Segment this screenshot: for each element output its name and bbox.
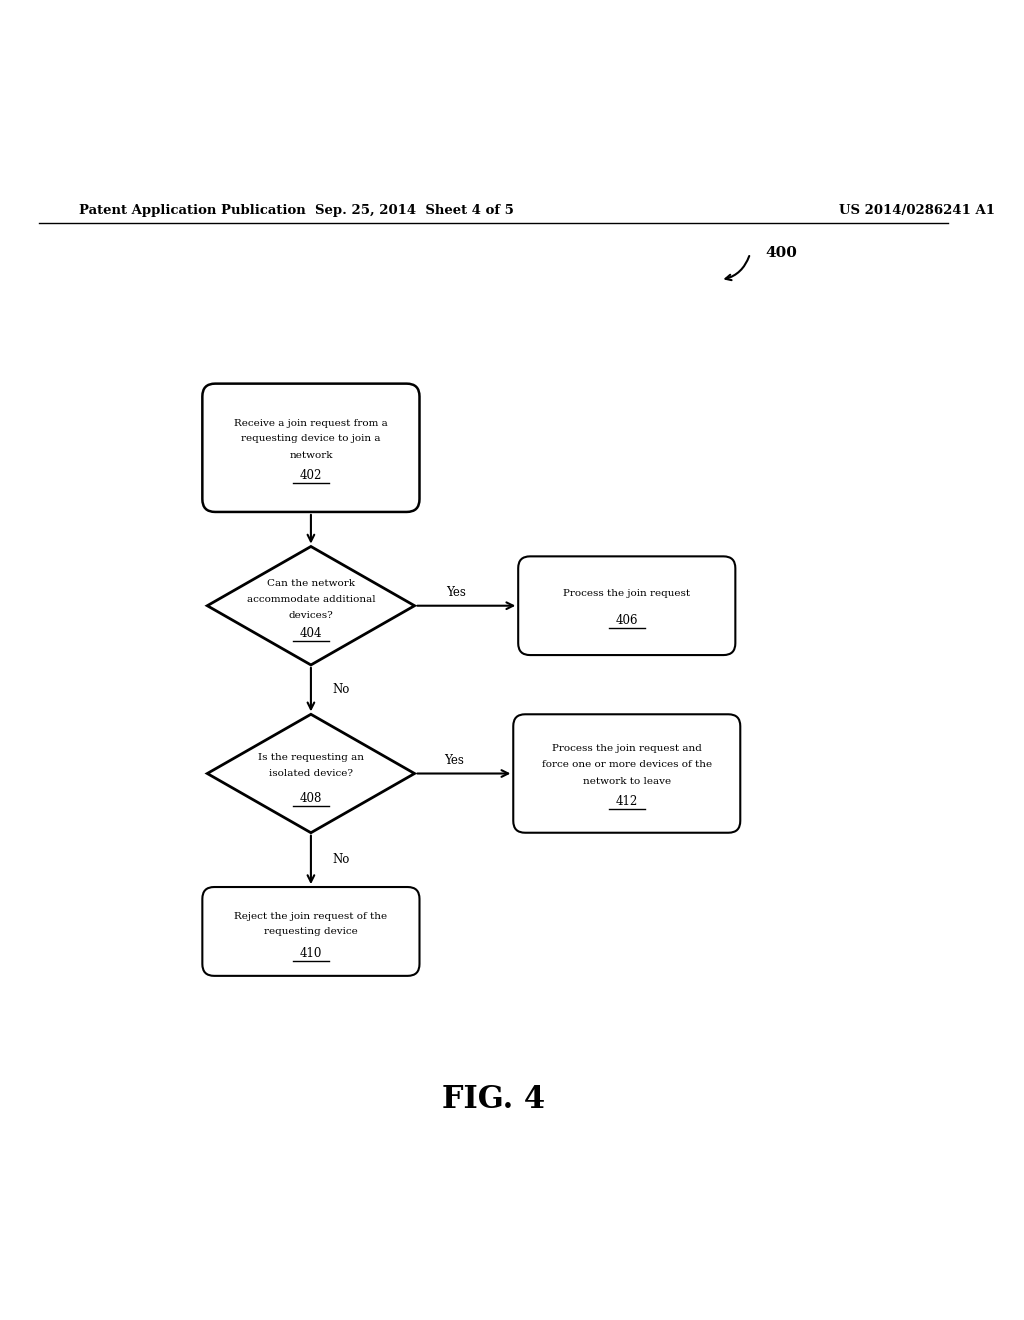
- Text: 402: 402: [300, 469, 323, 482]
- Text: No: No: [333, 853, 350, 866]
- FancyBboxPatch shape: [518, 556, 735, 655]
- Text: requesting device to join a: requesting device to join a: [242, 434, 381, 444]
- Text: No: No: [333, 684, 350, 696]
- Text: isolated device?: isolated device?: [269, 770, 353, 777]
- Text: devices?: devices?: [289, 611, 333, 620]
- Text: FIG. 4: FIG. 4: [442, 1084, 545, 1114]
- Text: Yes: Yes: [444, 754, 464, 767]
- Text: Process the join request and: Process the join request and: [552, 744, 701, 754]
- FancyBboxPatch shape: [513, 714, 740, 833]
- Text: Can the network: Can the network: [267, 579, 355, 589]
- Text: network to leave: network to leave: [583, 777, 671, 785]
- Text: Patent Application Publication: Patent Application Publication: [79, 205, 306, 218]
- Text: Is the requesting an: Is the requesting an: [258, 754, 364, 762]
- Text: network: network: [289, 451, 333, 461]
- Text: requesting device: requesting device: [264, 927, 357, 936]
- Text: 410: 410: [300, 946, 323, 960]
- Text: US 2014/0286241 A1: US 2014/0286241 A1: [839, 205, 995, 218]
- Text: 406: 406: [615, 614, 638, 627]
- Text: Sep. 25, 2014  Sheet 4 of 5: Sep. 25, 2014 Sheet 4 of 5: [315, 205, 514, 218]
- FancyBboxPatch shape: [203, 384, 420, 512]
- FancyBboxPatch shape: [203, 887, 420, 975]
- Text: 400: 400: [765, 247, 797, 260]
- Text: force one or more devices of the: force one or more devices of the: [542, 760, 712, 770]
- Text: 412: 412: [615, 795, 638, 808]
- Polygon shape: [207, 714, 415, 833]
- Text: 408: 408: [300, 792, 323, 805]
- Text: Yes: Yes: [446, 586, 467, 599]
- Text: 404: 404: [300, 627, 323, 640]
- Text: Process the join request: Process the join request: [563, 589, 690, 598]
- Text: accommodate additional: accommodate additional: [247, 595, 375, 605]
- Text: Receive a join request from a: Receive a join request from a: [234, 418, 388, 428]
- Text: Reject the join request of the: Reject the join request of the: [234, 912, 387, 921]
- Polygon shape: [207, 546, 415, 665]
